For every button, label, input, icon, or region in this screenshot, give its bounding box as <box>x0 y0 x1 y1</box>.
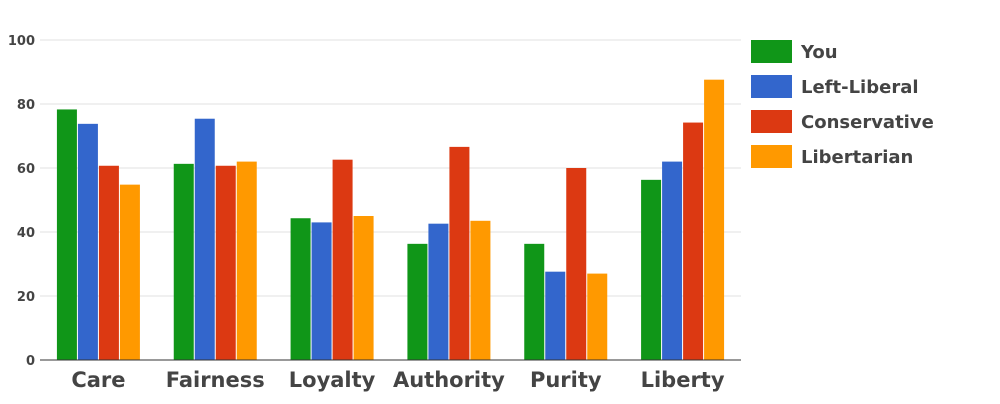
bar-fairness-left-liberal <box>194 118 215 360</box>
legend: You Left-Liberal Conservative Libertarian <box>751 40 934 168</box>
bar-liberty-libertarian <box>704 79 725 361</box>
bar-loyalty-you <box>290 218 311 360</box>
legend-label-left-liberal: Left-Liberal <box>801 77 919 98</box>
y-tick-label: 40 <box>17 226 35 241</box>
bar-liberty-conservative <box>683 122 704 360</box>
bar-authority-left-liberal <box>428 223 449 360</box>
bar-loyalty-left-liberal <box>311 222 332 360</box>
legend-swatch-conservative <box>751 110 792 133</box>
x-tick-label-loyalty: Loyalty <box>289 368 376 392</box>
bar-fairness-you <box>173 163 194 360</box>
bar-purity-libertarian <box>587 273 608 360</box>
bar-care-libertarian <box>119 184 140 360</box>
bar-authority-conservative <box>449 146 470 360</box>
y-tick-label: 20 <box>17 290 35 305</box>
axis-layer: 0 20 40 60 80 100 Care Fairness Loyalty Authority… <box>8 34 741 392</box>
x-tick-label-fairness: Fairness <box>166 368 265 392</box>
bar-care-left-liberal <box>77 123 98 360</box>
y-tick-label: 0 <box>26 354 35 369</box>
legend-swatch-you <box>751 40 792 63</box>
bar-purity-conservative <box>566 168 587 360</box>
y-tick-label: 100 <box>8 34 35 49</box>
x-tick-label-purity: Purity <box>530 368 602 392</box>
x-tick-label-authority: Authority <box>393 368 505 392</box>
bar-fairness-conservative <box>215 165 236 360</box>
bar-care-you <box>56 109 77 360</box>
bars-layer <box>56 79 725 361</box>
y-tick-label: 80 <box>17 98 35 113</box>
bar-liberty-you <box>641 179 662 360</box>
bar-loyalty-libertarian <box>353 216 374 360</box>
bar-loyalty-conservative <box>332 159 353 360</box>
grid-layer <box>40 39 741 297</box>
legend-label-libertarian: Libertarian <box>801 147 913 168</box>
bar-purity-you <box>524 243 545 360</box>
bar-liberty-left-liberal <box>662 161 683 360</box>
bar-care-conservative <box>98 165 119 360</box>
bar-authority-libertarian <box>470 220 491 360</box>
legend-label-you: You <box>800 42 838 63</box>
y-tick-label: 60 <box>17 162 35 177</box>
bar-fairness-libertarian <box>236 161 257 360</box>
legend-label-conservative: Conservative <box>801 112 934 133</box>
legend-swatch-libertarian <box>751 145 792 168</box>
x-tick-label-care: Care <box>71 368 125 392</box>
x-tick-label-liberty: Liberty <box>641 368 725 392</box>
legend-swatch-left-liberal <box>751 75 792 98</box>
bar-purity-left-liberal <box>545 271 566 360</box>
bar-authority-you <box>407 243 428 360</box>
